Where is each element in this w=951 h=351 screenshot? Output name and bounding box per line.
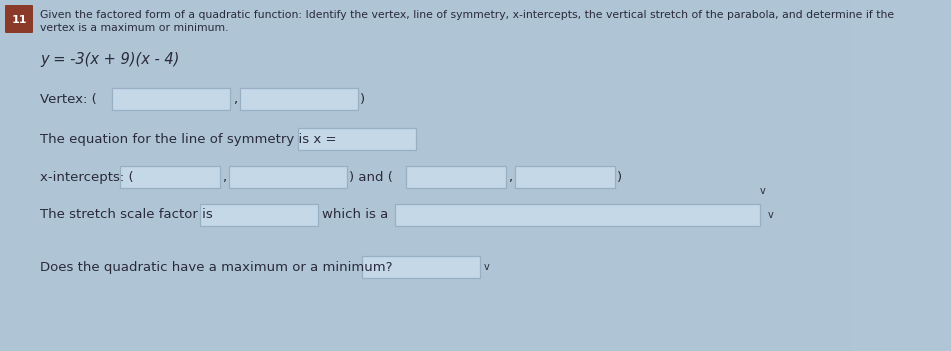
FancyBboxPatch shape — [395, 204, 760, 226]
Text: v: v — [768, 210, 774, 220]
Text: Does the quadratic have a maximum or a minimum?: Does the quadratic have a maximum or a m… — [40, 260, 393, 273]
FancyBboxPatch shape — [120, 166, 220, 188]
Text: vertex is a maximum or minimum.: vertex is a maximum or minimum. — [40, 23, 228, 33]
Text: ,: , — [233, 93, 237, 106]
FancyBboxPatch shape — [406, 166, 506, 188]
Text: ,: , — [222, 171, 226, 184]
Text: Vertex: (: Vertex: ( — [40, 93, 97, 106]
FancyBboxPatch shape — [298, 128, 416, 150]
FancyBboxPatch shape — [229, 166, 347, 188]
Text: v: v — [760, 186, 766, 196]
FancyBboxPatch shape — [515, 166, 615, 188]
Text: Given the factored form of a quadratic function: Identify the vertex, line of sy: Given the factored form of a quadratic f… — [40, 10, 894, 20]
Text: ): ) — [360, 93, 365, 106]
Text: The equation for the line of symmetry is x =: The equation for the line of symmetry is… — [40, 132, 337, 146]
FancyBboxPatch shape — [112, 88, 230, 110]
Text: ): ) — [617, 171, 622, 184]
Text: x-intercepts: (: x-intercepts: ( — [40, 171, 134, 184]
Text: ,: , — [508, 171, 513, 184]
FancyBboxPatch shape — [5, 5, 33, 33]
Text: 11: 11 — [11, 15, 27, 25]
Text: ) and (: ) and ( — [349, 171, 393, 184]
FancyBboxPatch shape — [240, 88, 358, 110]
Text: The stretch scale factor is: The stretch scale factor is — [40, 208, 213, 221]
Text: which is a: which is a — [322, 208, 388, 221]
FancyBboxPatch shape — [200, 204, 318, 226]
Text: y = -3(x + 9)(x - 4): y = -3(x + 9)(x - 4) — [40, 52, 180, 67]
Text: v: v — [484, 262, 490, 272]
FancyBboxPatch shape — [362, 256, 480, 278]
